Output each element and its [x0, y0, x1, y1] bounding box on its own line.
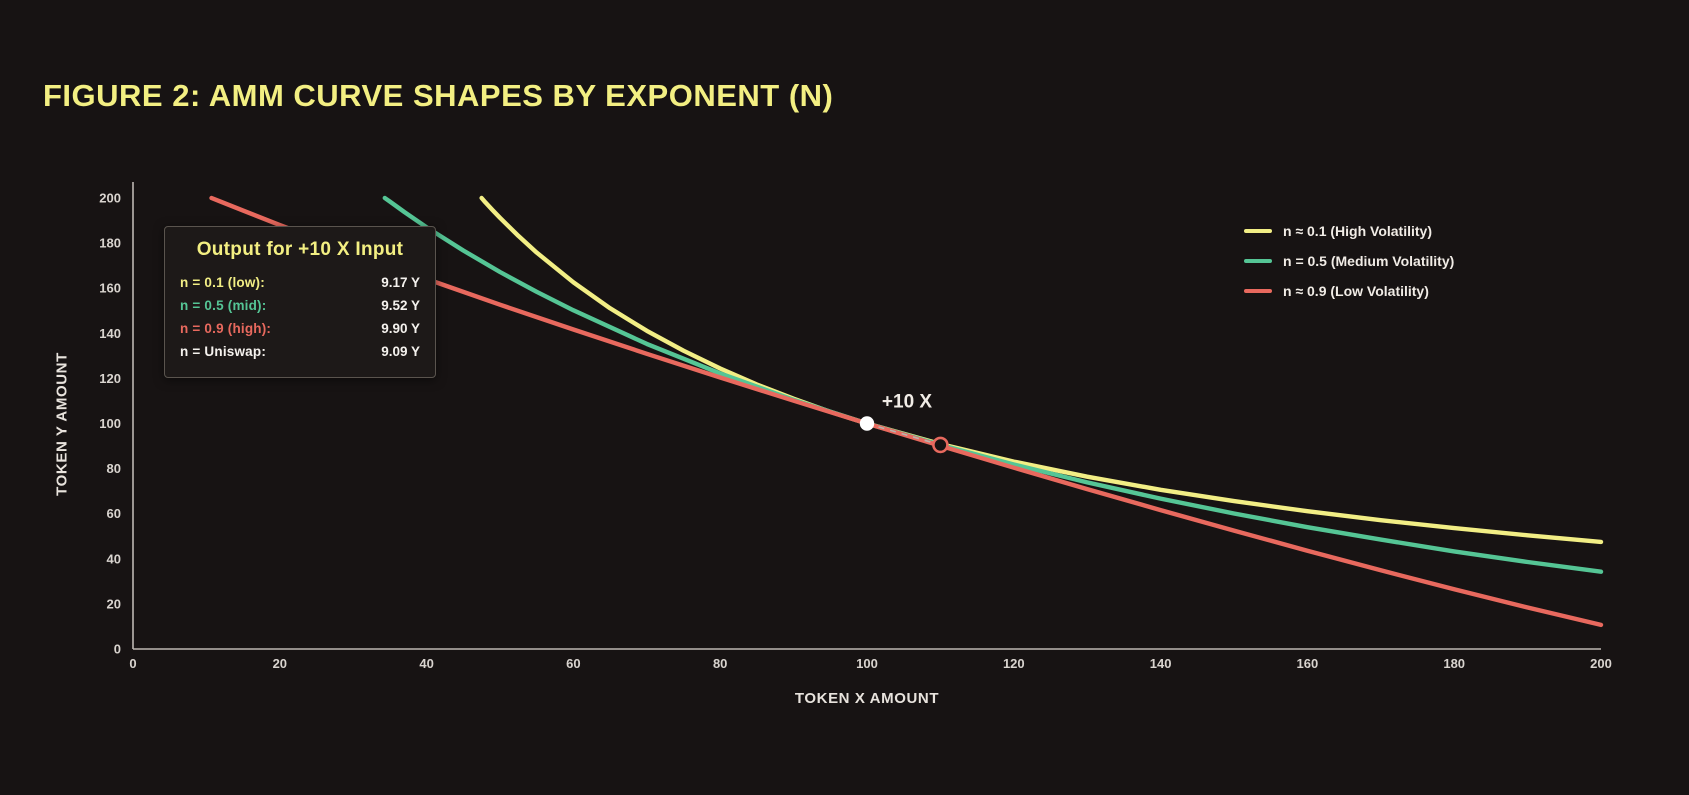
- x-tick-label: 0: [129, 656, 136, 671]
- infobox-row-value: 9.09 Y: [381, 344, 420, 359]
- infobox-row-label: n = 0.1 (low):: [180, 275, 265, 290]
- y-tick-label: 60: [107, 506, 121, 521]
- infobox-title: Output for +10 X Input: [196, 239, 404, 260]
- x-tick-label: 40: [419, 656, 433, 671]
- y-tick-label: 140: [99, 326, 121, 341]
- legend-swatch-icon: [1244, 259, 1272, 263]
- y-tick-label: 80: [107, 461, 121, 476]
- legend-item-label: n = 0.5 (Medium Volatility): [1283, 253, 1455, 269]
- trade-dashed-line: [866, 422, 941, 446]
- legend-item-2: n ≈ 0.9 (Low Volatility): [1244, 276, 1454, 306]
- x-tick-label: 200: [1590, 656, 1612, 671]
- y-tick-label: 200: [99, 191, 121, 206]
- legend-item-1: n = 0.5 (Medium Volatility): [1244, 246, 1454, 276]
- output-infobox: Output for +10 X Input n = 0.1 (low): 9.1…: [164, 226, 436, 378]
- figure-title: FIGURE 2: AMM CURVE SHAPES BY EXPONENT (…: [43, 78, 834, 113]
- x-tick-label: 60: [566, 656, 580, 671]
- infobox-row-value: 9.90 Y: [381, 321, 420, 336]
- end-point-circle: [932, 436, 949, 454]
- y-tick-label: 40: [107, 551, 121, 566]
- infobox-row-label: n = 0.5 (mid):: [180, 298, 267, 313]
- infobox-row-0: n = 0.1 (low): 9.17 Y: [165, 271, 435, 294]
- y-tick-label: 120: [99, 371, 121, 386]
- y-tick-label: 20: [107, 596, 121, 611]
- x-tick-label: 140: [1150, 656, 1172, 671]
- infobox-rows: n = 0.1 (low): 9.17 Y n = 0.5 (mid): 9.52 Y…: [165, 271, 435, 363]
- legend-item-label: n ≈ 0.9 (Low Volatility): [1283, 283, 1429, 299]
- x-tick-label: 80: [713, 656, 727, 671]
- y-axis-label: TOKEN Y AMOUNT: [53, 352, 71, 496]
- y-tick-label: 0: [114, 642, 121, 657]
- infobox-row-2: n = 0.9 (high): 9.90 Y: [165, 317, 435, 340]
- x-tick-label: 20: [273, 656, 287, 671]
- legend-item-0: n ≈ 0.1 (High Volatility): [1244, 216, 1454, 246]
- y-tick-label: 180: [99, 236, 121, 251]
- y-tick-label: 160: [99, 281, 121, 296]
- legend-swatch-icon: [1244, 289, 1272, 293]
- infobox-row-1: n = 0.5 (mid): 9.52 Y: [165, 294, 435, 317]
- legend-swatch-icon: [1244, 229, 1272, 233]
- x-tick-label: 160: [1297, 656, 1319, 671]
- x-tick-label: 100: [856, 656, 878, 671]
- infobox-row-3: n = Uniswap: 9.09 Y: [165, 340, 435, 363]
- infobox-row-value: 9.52 Y: [381, 298, 420, 313]
- infobox-row-label: n = Uniswap:: [180, 344, 267, 359]
- legend: n ≈ 0.1 (High Volatility) n = 0.5 (Medium…: [1244, 216, 1454, 306]
- trade-annotation-label: +10 X: [882, 392, 933, 413]
- y-tick-label: 100: [99, 416, 121, 431]
- infobox-row-value: 9.17 Y: [381, 275, 420, 290]
- x-axis-label: TOKEN X AMOUNT: [794, 690, 940, 707]
- legend-item-label: n ≈ 0.1 (High Volatility): [1283, 223, 1432, 239]
- infobox-row-label: n = 0.9 (high):: [180, 321, 272, 336]
- start-point-dot: [859, 416, 875, 431]
- x-tick-label: 180: [1443, 656, 1465, 671]
- x-tick-label: 120: [1003, 656, 1025, 671]
